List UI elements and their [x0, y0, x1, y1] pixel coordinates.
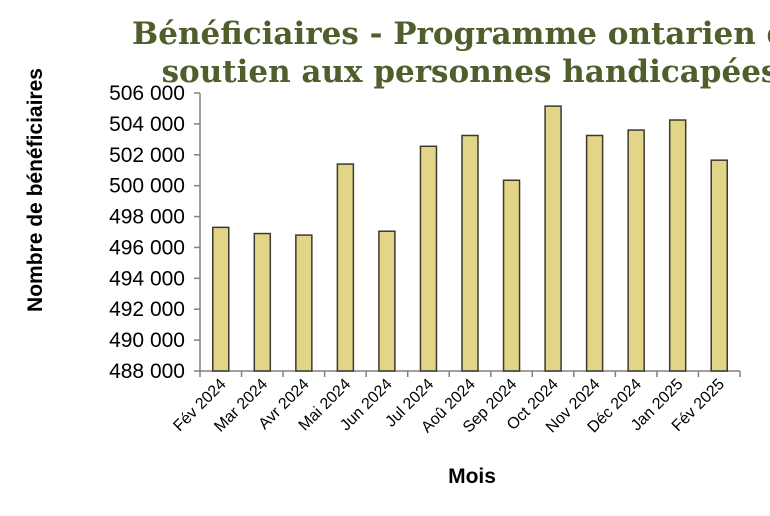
y-tick-label: 488 000	[109, 360, 185, 383]
chart-title-line-1: Bénéficiaires - Programme ontarien de	[132, 16, 770, 52]
x-axis-label: Mois	[448, 465, 496, 488]
y-tick-label: 500 000	[109, 175, 185, 198]
plot-area: 488 000 490 000 492 000 494 000 496 000 498 0…	[109, 82, 741, 436]
bar	[627, 129, 645, 372]
bar	[502, 179, 521, 372]
bar	[461, 134, 479, 372]
bar	[336, 163, 355, 372]
y-tick-label: 494 000	[109, 267, 185, 290]
bar	[419, 145, 438, 372]
y-axis-label: Nombre de bénéficiaires	[24, 68, 47, 312]
bar	[544, 105, 562, 372]
y-tick-label: 504 000	[109, 113, 185, 136]
chart-title-line-2: soutien aux personnes handicapées	[162, 54, 770, 90]
bar	[212, 226, 230, 372]
y-tick-label: 506 000	[109, 82, 185, 105]
bar	[668, 119, 687, 372]
y-tick-label: 502 000	[109, 144, 185, 167]
bar	[585, 134, 604, 372]
chart-title: Bénéficiaires - Programme ontarien de so…	[132, 16, 770, 90]
y-tick-label: 490 000	[109, 329, 185, 352]
bar	[710, 159, 728, 372]
bar	[295, 234, 313, 372]
y-tick-label: 498 000	[109, 206, 185, 229]
bar	[378, 230, 396, 372]
bar	[253, 232, 272, 372]
y-tick-label: 496 000	[109, 236, 185, 259]
y-tick-label: 492 000	[109, 298, 185, 321]
